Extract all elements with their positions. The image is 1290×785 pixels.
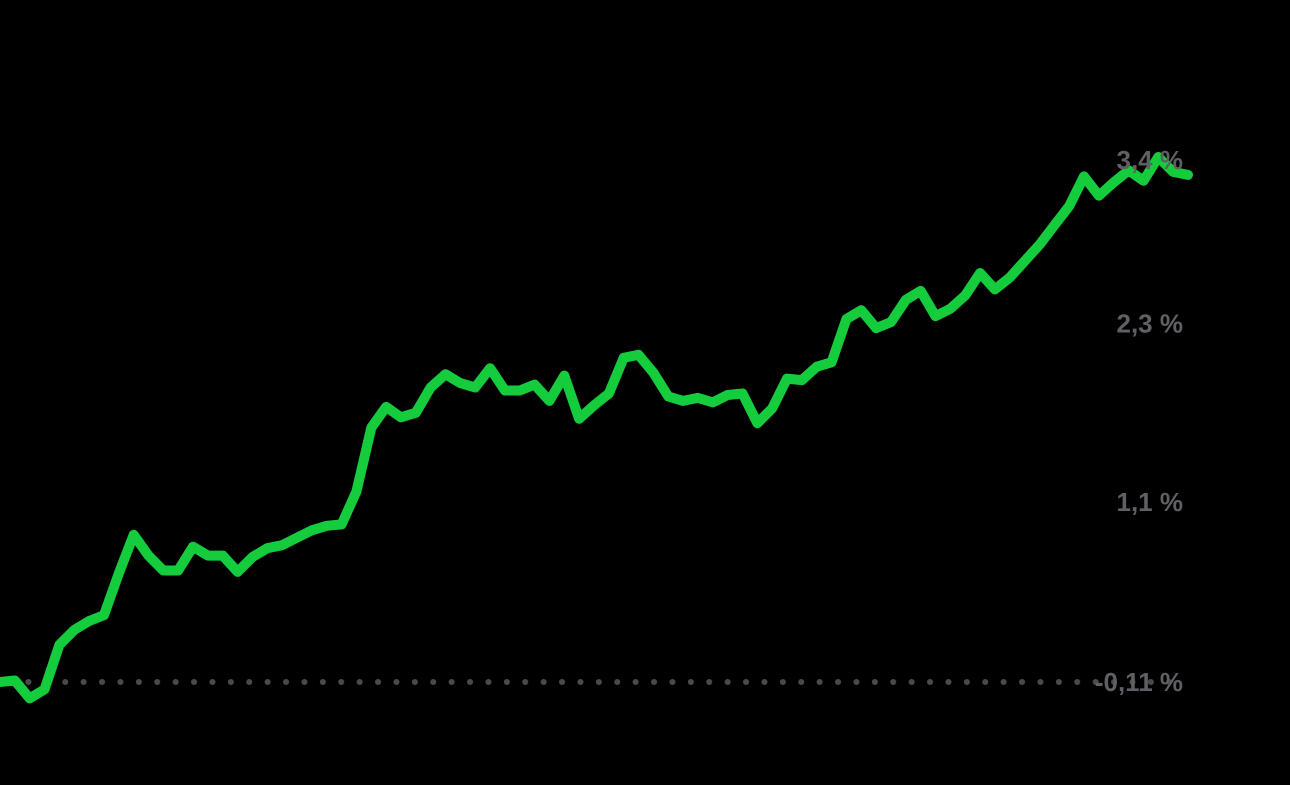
series-line-0 bbox=[0, 152, 1193, 704]
y-tick-label: 1,1 % bbox=[1117, 487, 1184, 517]
y-tick-label: -0,11 % bbox=[1095, 667, 1183, 697]
y-tick-label: 2,3 % bbox=[1117, 309, 1184, 339]
y-axis-tick-labels: 3,4 % 2,3 % 1,1 % -0,11 % bbox=[1095, 145, 1183, 697]
y-tick-label: 3,4 % bbox=[1117, 145, 1184, 175]
series-group bbox=[0, 152, 1193, 704]
